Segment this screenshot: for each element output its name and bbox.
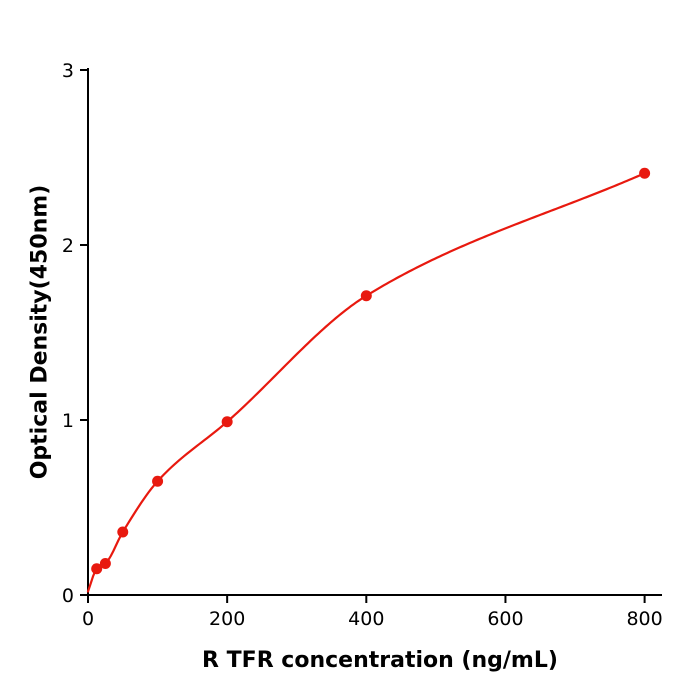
data-point [91, 563, 103, 575]
y-tick-label: 1 [62, 410, 74, 432]
data-point [152, 475, 164, 487]
x-axis-title: R TFR concentration (ng/mL) [202, 648, 558, 673]
data-point [221, 416, 233, 428]
y-tick-label: 3 [62, 60, 74, 82]
y-tick-label: 2 [62, 235, 74, 257]
data-point [639, 167, 651, 179]
x-tick-label: 600 [487, 608, 523, 630]
data-point [117, 526, 129, 538]
x-tick-label: 800 [626, 608, 662, 630]
fit-curve [86, 172, 646, 593]
data-point [99, 558, 111, 569]
x-tick-label: 0 [82, 608, 94, 630]
y-tick-label: 0 [62, 585, 74, 607]
x-tick-label: 200 [209, 608, 245, 630]
data-point [360, 290, 372, 302]
x-tick-label: 400 [348, 608, 384, 630]
y-axis-title: Optical Density(450nm) [27, 184, 53, 480]
